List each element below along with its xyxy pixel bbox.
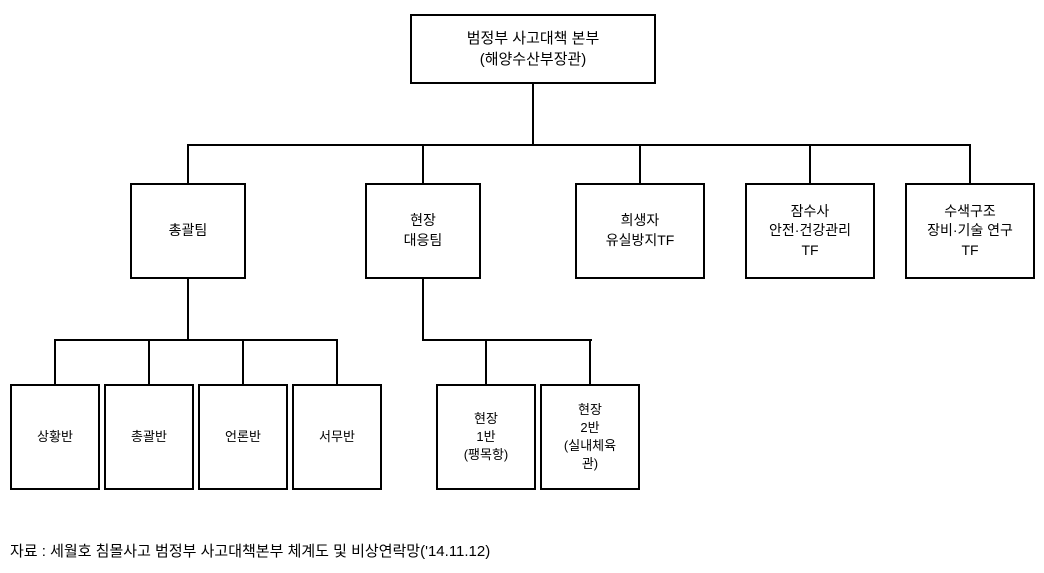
node-root-line2: (해양수산부장관) bbox=[480, 49, 587, 70]
node-g2a: 현장 1반 (팽목항) bbox=[436, 384, 536, 490]
node-c4: 잠수사 안전·건강관리 TF bbox=[745, 183, 875, 279]
edge-c2-bus bbox=[422, 339, 592, 341]
node-c4-line2: 안전·건강관리 bbox=[769, 221, 851, 241]
edge-g1c-drop bbox=[242, 339, 244, 384]
node-g2b: 현장 2반 (실내체육 관) bbox=[540, 384, 640, 490]
edge-g1b-drop bbox=[148, 339, 150, 384]
node-g2a-line2: 1반 bbox=[476, 428, 495, 446]
node-g1b: 총괄반 bbox=[104, 384, 194, 490]
node-c1-label: 총괄팀 bbox=[169, 221, 208, 241]
node-g1b-label: 총괄반 bbox=[131, 428, 167, 446]
node-c5-line3: TF bbox=[961, 241, 978, 261]
node-g2b-line1: 현장 bbox=[578, 401, 602, 419]
edge-level2-bus bbox=[187, 144, 971, 146]
node-c3: 희생자 유실방지TF bbox=[575, 183, 705, 279]
edge-root-down bbox=[532, 84, 534, 144]
node-g1c: 언론반 bbox=[198, 384, 288, 490]
node-g2a-line3: (팽목항) bbox=[464, 446, 509, 464]
node-c5-line1: 수색구조 bbox=[944, 202, 996, 222]
node-root: 범정부 사고대책 본부 (해양수산부장관) bbox=[410, 14, 656, 84]
node-g1c-label: 언론반 bbox=[225, 428, 261, 446]
node-c3-line1: 희생자 bbox=[621, 211, 660, 231]
node-c2: 현장 대응팀 bbox=[365, 183, 481, 279]
node-root-line1: 범정부 사고대책 본부 bbox=[467, 28, 600, 49]
edge-c2-drop bbox=[422, 144, 424, 183]
edge-c2-down bbox=[422, 279, 424, 339]
node-g2b-line4: 관) bbox=[582, 455, 598, 473]
node-c3-line2: 유실방지TF bbox=[606, 231, 675, 251]
edge-c1-drop bbox=[187, 144, 189, 183]
node-g1a: 상황반 bbox=[10, 384, 100, 490]
node-c2-line1: 현장 bbox=[410, 211, 436, 231]
node-g2b-line2: 2반 bbox=[580, 419, 599, 437]
edge-c5-drop bbox=[969, 144, 971, 183]
edge-g2b-drop bbox=[589, 339, 591, 384]
node-g1d-label: 서무반 bbox=[319, 428, 355, 446]
edge-g1d-drop bbox=[336, 339, 338, 384]
edge-c4-drop bbox=[809, 144, 811, 183]
node-c5: 수색구조 장비·기술 연구 TF bbox=[905, 183, 1035, 279]
node-g2b-line3: (실내체육 bbox=[564, 437, 616, 455]
node-c4-line3: TF bbox=[801, 241, 818, 261]
node-g1a-label: 상황반 bbox=[37, 428, 73, 446]
node-g2a-line1: 현장 bbox=[474, 410, 498, 428]
node-g1d: 서무반 bbox=[292, 384, 382, 490]
edge-c3-drop bbox=[639, 144, 641, 183]
edge-g1a-drop bbox=[54, 339, 56, 384]
node-c1: 총괄팀 bbox=[130, 183, 246, 279]
edge-g2a-drop bbox=[485, 339, 487, 384]
edge-c1-down bbox=[187, 279, 189, 339]
node-c5-line2: 장비·기술 연구 bbox=[927, 221, 1013, 241]
org-chart: 범정부 사고대책 본부 (해양수산부장관) 총괄팀 현장 대응팀 희생자 유실방… bbox=[0, 0, 1044, 573]
node-c4-line1: 잠수사 bbox=[791, 202, 830, 222]
caption: 자료 : 세월호 침몰사고 범정부 사고대책본부 체계도 및 비상연락망('14… bbox=[10, 540, 490, 561]
edge-c1-bus bbox=[54, 339, 338, 341]
node-c2-line2: 대응팀 bbox=[404, 231, 443, 251]
